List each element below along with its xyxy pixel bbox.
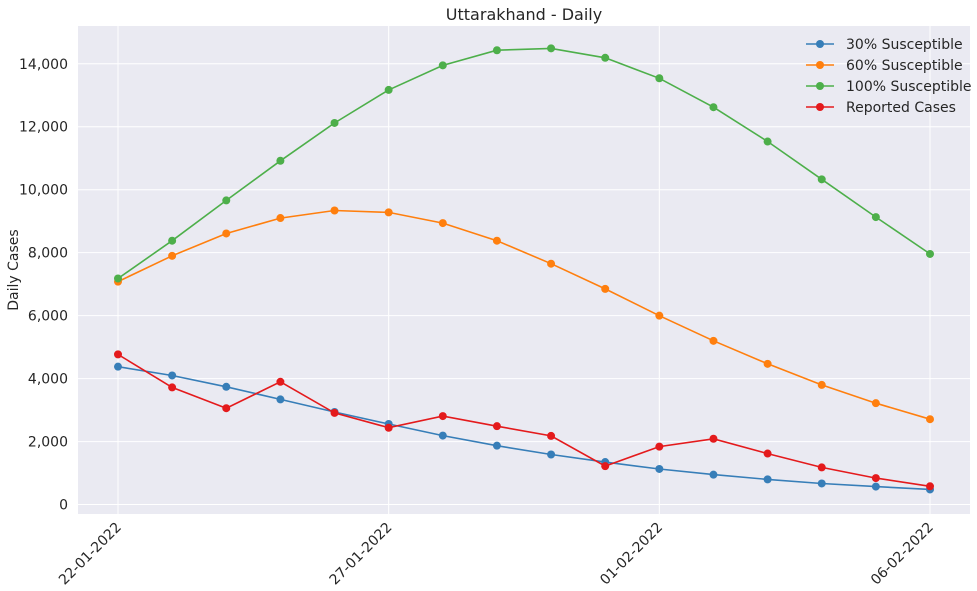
legend-marker bbox=[816, 82, 824, 90]
data-point bbox=[438, 412, 447, 421]
data-point bbox=[709, 470, 718, 479]
data-point bbox=[709, 336, 718, 345]
data-point bbox=[709, 434, 718, 443]
series-2 bbox=[114, 44, 934, 283]
data-point bbox=[655, 464, 664, 473]
y-tick-label: 10,000 bbox=[19, 183, 68, 199]
data-point bbox=[492, 422, 501, 431]
y-tick-label: 12,000 bbox=[19, 120, 68, 136]
data-point bbox=[655, 74, 664, 83]
legend-entry: 60% Susceptible bbox=[806, 58, 963, 74]
data-point bbox=[492, 236, 501, 245]
x-tick-label: 06-02-2022 bbox=[868, 520, 937, 589]
data-point bbox=[168, 371, 177, 380]
data-point bbox=[547, 431, 556, 440]
y-tick-label: 2,000 bbox=[28, 435, 68, 451]
series-line bbox=[117, 209, 931, 420]
data-point bbox=[547, 259, 556, 268]
y-tick-label: 6,000 bbox=[28, 309, 68, 325]
data-point bbox=[492, 46, 501, 55]
data-point bbox=[384, 423, 393, 432]
data-point bbox=[330, 206, 339, 215]
legend-label: 100% Susceptible bbox=[846, 79, 972, 95]
legend-marker bbox=[816, 103, 824, 111]
y-tick-label: 14,000 bbox=[19, 57, 68, 73]
data-point bbox=[384, 208, 393, 217]
data-point bbox=[655, 311, 664, 320]
data-point bbox=[168, 236, 177, 245]
y-tick-labels: 0 2,000 4,000 6,000 8,000 10,000 12,000 14,000 bbox=[19, 57, 68, 514]
x-tick-label: 01-02-2022 bbox=[597, 520, 666, 589]
series-3 bbox=[114, 350, 934, 491]
data-point bbox=[438, 61, 447, 70]
data-point bbox=[709, 103, 718, 112]
y-tick-label: 8,000 bbox=[28, 246, 68, 262]
legend-entry: Reported Cases bbox=[806, 100, 956, 116]
data-point bbox=[222, 404, 231, 413]
series-line bbox=[117, 365, 931, 491]
data-point bbox=[655, 442, 664, 451]
data-point bbox=[547, 450, 556, 459]
data-point bbox=[763, 137, 772, 146]
data-point bbox=[222, 382, 231, 391]
data-point bbox=[168, 251, 177, 260]
data-point bbox=[763, 359, 772, 368]
data-point bbox=[871, 213, 880, 222]
x-tick-label: 27-01-2022 bbox=[327, 520, 396, 589]
data-point bbox=[168, 383, 177, 392]
data-point bbox=[817, 463, 826, 472]
series-line bbox=[117, 353, 931, 488]
data-point bbox=[492, 441, 501, 450]
y-axis-label: Daily Cases bbox=[6, 229, 22, 310]
data-point bbox=[330, 118, 339, 127]
legend-marker bbox=[816, 40, 824, 48]
data-point bbox=[601, 462, 610, 471]
data-point bbox=[926, 415, 934, 424]
y-tick-label: 4,000 bbox=[28, 372, 68, 388]
data-point bbox=[276, 395, 285, 404]
legend: 30% Susceptible 60% Susceptible 100% Susce… bbox=[806, 37, 972, 116]
data-point bbox=[763, 449, 772, 458]
data-point bbox=[384, 85, 393, 94]
data-point bbox=[114, 274, 122, 283]
data-point bbox=[438, 431, 447, 440]
data-point bbox=[871, 399, 880, 408]
data-point bbox=[222, 229, 231, 238]
data-point bbox=[817, 479, 826, 488]
x-tick-labels: 22-01-2022 27-01-2022 01-02-2022 06-02-2022 bbox=[56, 520, 937, 589]
data-point bbox=[114, 362, 122, 371]
legend-label: 60% Susceptible bbox=[846, 58, 963, 74]
data-point bbox=[547, 44, 556, 53]
data-point bbox=[763, 475, 772, 484]
legend-entry: 30% Susceptible bbox=[806, 37, 963, 53]
data-point bbox=[276, 214, 285, 223]
x-tick-label: 22-01-2022 bbox=[56, 520, 125, 589]
plot-background bbox=[78, 26, 970, 514]
y-tick-label: 0 bbox=[59, 498, 68, 514]
data-point bbox=[601, 53, 610, 62]
legend-entry: 100% Susceptible bbox=[806, 79, 972, 95]
series-line bbox=[117, 47, 931, 280]
data-point bbox=[926, 482, 934, 491]
series-layer bbox=[114, 44, 934, 494]
data-point bbox=[222, 196, 231, 205]
data-point bbox=[871, 474, 880, 483]
data-point bbox=[114, 350, 122, 359]
data-point bbox=[601, 284, 610, 293]
data-point bbox=[871, 482, 880, 491]
data-point bbox=[438, 219, 447, 228]
legend-label: 30% Susceptible bbox=[846, 37, 963, 53]
data-point bbox=[926, 249, 934, 258]
legend-marker bbox=[816, 61, 824, 69]
data-point bbox=[276, 156, 285, 165]
data-point bbox=[817, 175, 826, 184]
data-point bbox=[276, 377, 285, 386]
data-point bbox=[330, 408, 339, 417]
legend-label: Reported Cases bbox=[846, 100, 956, 116]
data-point bbox=[817, 380, 826, 389]
chart-title: Uttarakhand - Daily bbox=[446, 5, 602, 24]
